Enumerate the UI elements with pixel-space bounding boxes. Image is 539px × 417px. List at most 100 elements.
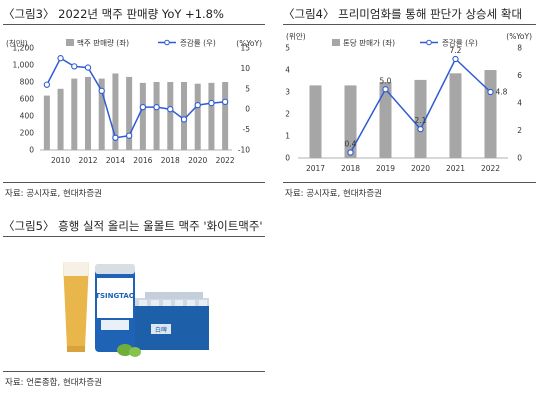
left-tick-label: 800 bbox=[20, 78, 35, 87]
x-tick-label: 2014 bbox=[106, 156, 125, 165]
left-axis-unit: (위안) bbox=[286, 31, 306, 41]
left-tick-label: 1 bbox=[285, 132, 290, 141]
figure4-bottom-rule bbox=[283, 182, 536, 183]
legend-swatch-bar bbox=[332, 39, 340, 46]
crate-label: 白啤 bbox=[155, 326, 167, 334]
right-tick-label: 8 bbox=[517, 44, 522, 53]
sales-bar bbox=[71, 78, 78, 150]
growth-point bbox=[43, 81, 51, 88]
x-tick-label: 2018 bbox=[161, 156, 180, 165]
growth-data-label: 4.8 bbox=[496, 88, 508, 97]
figure3-bottom-rule bbox=[3, 182, 265, 183]
x-tick-label: 2020 bbox=[411, 164, 430, 173]
growth-point bbox=[167, 106, 174, 113]
figure4-title: 〈그림4〉 프리미엄화를 통해 판단가 상승세 확대 bbox=[283, 7, 523, 21]
growth-data-label: 2.1 bbox=[415, 116, 427, 125]
left-tick-label: 3 bbox=[285, 88, 290, 97]
right-tick-label: 4 bbox=[517, 99, 522, 108]
legend-swatch-marker bbox=[426, 39, 432, 46]
right-tick-label: 6 bbox=[517, 71, 522, 80]
legend-label-line: 증감률 (우) bbox=[180, 38, 216, 48]
x-tick-label: 2019 bbox=[376, 164, 395, 173]
x-tick-label: 2016 bbox=[133, 156, 152, 165]
price-bar bbox=[344, 85, 357, 158]
price-bar bbox=[309, 85, 322, 158]
left-tick-label: 4 bbox=[285, 66, 290, 75]
growth-data-label: 5.0 bbox=[380, 76, 392, 85]
legend-swatch-bar bbox=[66, 39, 74, 46]
growth-point bbox=[417, 125, 424, 133]
left-tick-label: 2 bbox=[285, 110, 290, 119]
right-tick-label: 5 bbox=[245, 84, 250, 93]
growth-point bbox=[487, 88, 494, 96]
beer-crate: 白啤 bbox=[133, 292, 209, 350]
legend-label-line: 증감률 (우) bbox=[442, 38, 478, 48]
right-tick-label: 0 bbox=[245, 105, 250, 114]
left-tick-label: 5 bbox=[285, 44, 290, 53]
growth-point bbox=[98, 87, 105, 94]
left-tick-label: 1,000 bbox=[13, 61, 35, 70]
left-tick-label: 400 bbox=[20, 112, 35, 121]
growth-point bbox=[347, 149, 354, 156]
sales-bar bbox=[222, 82, 229, 150]
growth-point bbox=[382, 86, 389, 93]
can-brand-text: TSINGTAO bbox=[95, 292, 135, 300]
x-tick-label: 2021 bbox=[446, 164, 465, 173]
x-tick-label: 2017 bbox=[306, 164, 325, 173]
left-tick-label: 0 bbox=[285, 154, 290, 163]
right-tick-label: 15 bbox=[240, 44, 250, 53]
sales-bar bbox=[153, 82, 160, 150]
sales-bar bbox=[98, 78, 105, 150]
x-tick-label: 2012 bbox=[78, 156, 97, 165]
left-tick-label: 600 bbox=[20, 95, 35, 104]
x-tick-label: 2022 bbox=[481, 164, 500, 173]
price-bar bbox=[484, 70, 497, 158]
figure3-title: 〈그림3〉 2022년 맥주 판매량 YoY +1.8% bbox=[3, 7, 224, 21]
beer-glass bbox=[63, 262, 89, 352]
left-tick-label: 0 bbox=[29, 146, 34, 155]
growth-point bbox=[125, 132, 133, 139]
product-photo: 白啤 TSINGTAO bbox=[63, 262, 209, 357]
figure3-source: 자료: 공시자료, 현대차증권 bbox=[5, 189, 102, 199]
left-axis-unit: (천만l) bbox=[6, 38, 28, 48]
legend-label-bar: 맥주 판매량 (좌) bbox=[77, 38, 129, 48]
figure4-title-rule bbox=[283, 24, 536, 25]
figure3-title-rule bbox=[3, 24, 265, 25]
legend-label-bar: 톤당 판매가 (좌) bbox=[343, 38, 395, 48]
right-tick-label: 0 bbox=[517, 154, 522, 163]
sales-bar bbox=[139, 82, 146, 150]
x-tick-label: 2022 bbox=[216, 156, 235, 165]
left-tick-label: 1,200 bbox=[13, 44, 35, 53]
sales-bar bbox=[112, 73, 119, 150]
beer-can: TSINGTAO bbox=[95, 264, 135, 352]
right-tick-label: -10 bbox=[238, 146, 250, 155]
right-tick-label: 2 bbox=[517, 126, 522, 135]
price-bar bbox=[449, 73, 462, 158]
x-tick-label: 2010 bbox=[51, 156, 70, 165]
sales-bar bbox=[167, 82, 174, 150]
growth-point bbox=[153, 104, 160, 111]
growth-point bbox=[180, 116, 188, 123]
figure3-chart: (천만l) (%YoY) 맥주 판매량 (좌) 증감률 (우) 0 200 400 600 80… bbox=[6, 38, 262, 166]
sales-bar bbox=[208, 82, 215, 150]
figure4-source: 자료: 공시자료, 현대차증권 bbox=[285, 189, 382, 199]
figure5-bottom-rule bbox=[3, 371, 265, 372]
sales-bar bbox=[57, 88, 64, 150]
x-tick-label: 2018 bbox=[341, 164, 360, 173]
sales-bar bbox=[194, 83, 201, 150]
growth-data-label: 7.2 bbox=[450, 46, 462, 55]
growth-point bbox=[194, 101, 201, 109]
price-bar bbox=[414, 79, 427, 158]
growth-point bbox=[221, 98, 229, 106]
growth-data-label: 0.4 bbox=[345, 140, 357, 149]
right-tick-label: 10 bbox=[240, 64, 250, 73]
growth-point bbox=[452, 55, 459, 63]
sales-bar bbox=[126, 76, 133, 150]
sales-bar bbox=[85, 76, 91, 150]
sales-bar bbox=[43, 95, 50, 150]
hops-decoration bbox=[117, 344, 141, 357]
figure5-source: 자료: 언론종합, 현대차증권 bbox=[5, 378, 102, 388]
right-axis-unit: (%YoY) bbox=[236, 39, 262, 48]
figure5-title: 〈그림5〉 흥행 실적 올리는 울몰트 맥주 '화이트맥주' bbox=[3, 219, 263, 233]
figure4-chart: (위안) (%YoY) 톤당 판매가 (좌) 증감률 (우) 0 1 2 3 4 5 0 2 4 6 8 0.… bbox=[285, 31, 532, 173]
